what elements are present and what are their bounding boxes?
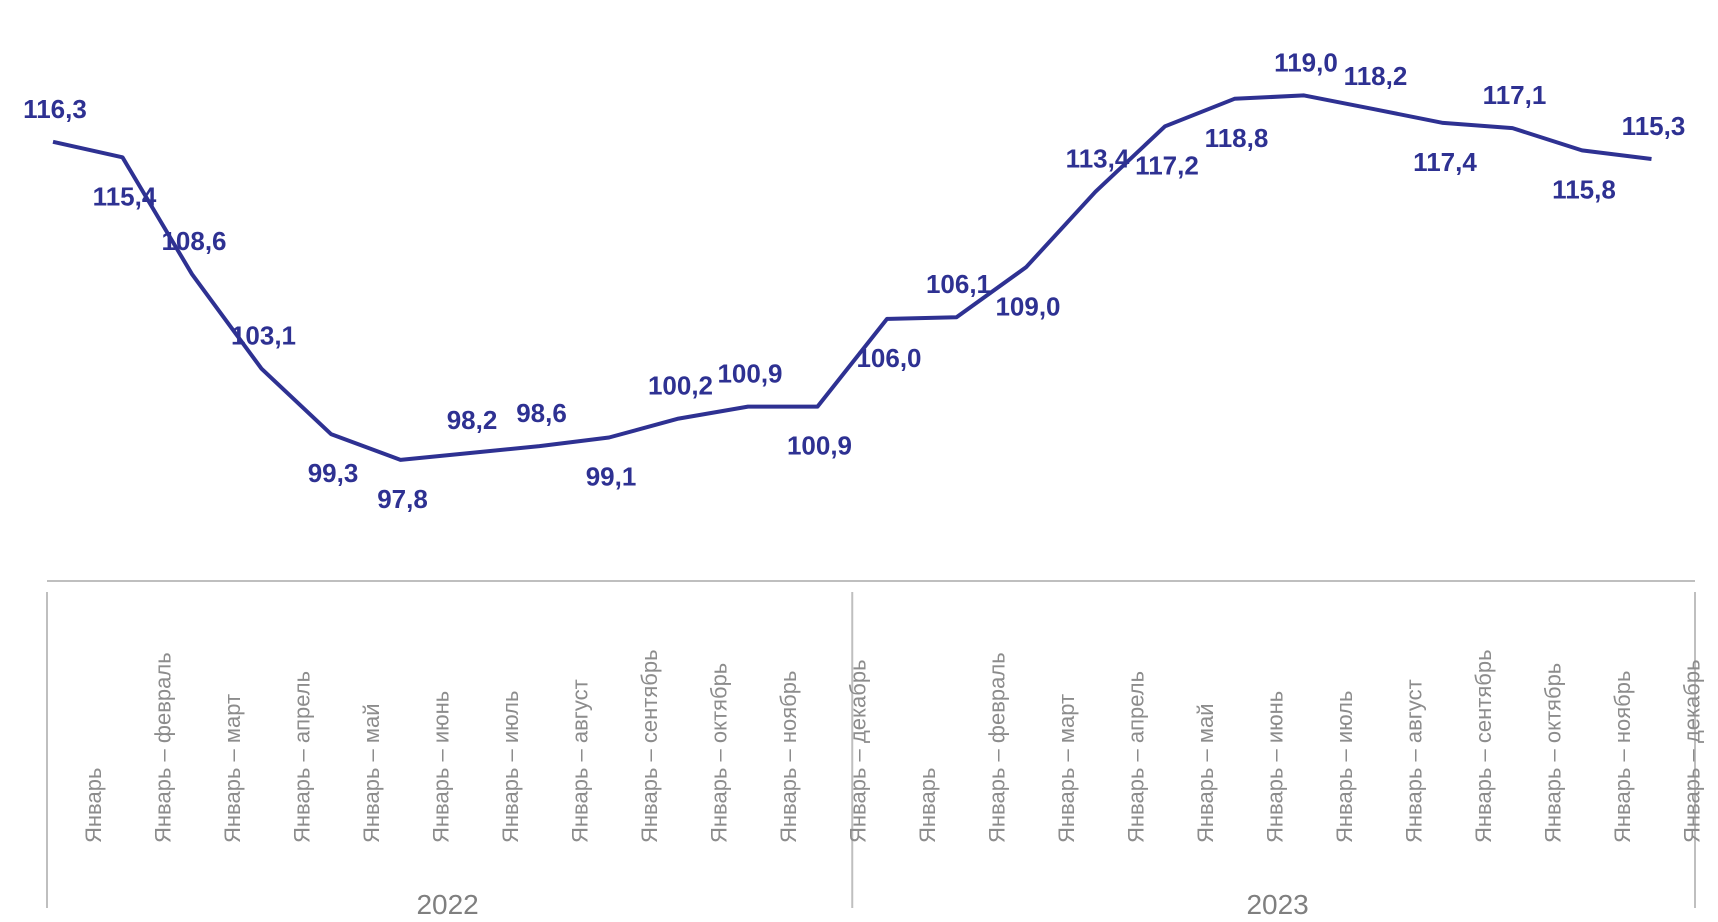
data-label: 99,1 — [586, 462, 637, 492]
data-label: 98,6 — [516, 398, 567, 428]
category-label: Январь – декабрь — [846, 659, 871, 843]
category-label: Январь – март — [1054, 694, 1079, 843]
data-label: 98,2 — [447, 405, 498, 435]
data-label: 108,6 — [161, 226, 226, 256]
year-labels: 2022 2023 — [416, 889, 1308, 920]
category-label: Январь – август — [1402, 679, 1427, 843]
category-label: Январь – февраль — [985, 652, 1010, 843]
data-label: 118,2 — [1344, 61, 1408, 91]
data-label: 117,1 — [1483, 80, 1547, 110]
data-label: 99,3 — [308, 458, 359, 488]
data-label: 103,1 — [231, 321, 296, 351]
category-label: Январь – июнь — [429, 691, 454, 843]
year-label: 2022 — [416, 889, 478, 920]
data-label: 118,8 — [1205, 123, 1269, 153]
category-labels: Январь Январь – февраль Январь – март Январ… — [81, 649, 1705, 843]
year-label: 2023 — [1246, 889, 1308, 920]
data-label: 116,3 — [23, 94, 87, 124]
data-label: 117,4 — [1413, 147, 1477, 177]
data-label: 115,3 — [1622, 111, 1686, 141]
category-label: Январь – сентябрь — [637, 649, 662, 843]
category-label: Январь – октябрь — [707, 663, 732, 843]
category-label: Январь – март — [220, 694, 245, 843]
category-label: Январь – ноябрь — [776, 671, 801, 843]
category-label: Январь – сентябрь — [1471, 649, 1496, 843]
data-label: 100,2 — [648, 371, 713, 401]
data-label: 115,4 — [93, 181, 157, 211]
category-label: Январь – апрель — [1124, 671, 1149, 843]
category-label: Январь — [915, 768, 940, 843]
data-label: 106,1 — [926, 269, 991, 299]
category-label: Январь – май — [359, 703, 384, 843]
category-label: Январь – июль — [1332, 691, 1357, 843]
category-label: Январь – август — [568, 679, 593, 843]
data-label: 106,0 — [856, 343, 921, 373]
category-label: Январь – февраль — [151, 652, 176, 843]
category-label: Январь – апрель — [290, 671, 315, 843]
category-label: Январь — [81, 768, 106, 843]
category-label: Январь – май — [1193, 703, 1218, 843]
data-label: 113,4 — [1066, 144, 1130, 174]
data-label: 119,0 — [1274, 47, 1338, 77]
data-label: 100,9 — [787, 431, 852, 461]
category-label: Январь – октябрь — [1541, 663, 1566, 843]
data-label: 115,8 — [1552, 174, 1616, 204]
category-label: Январь – июль — [498, 691, 523, 843]
series-line-group — [52, 93, 1652, 462]
category-label: Январь – ноябрь — [1610, 671, 1635, 843]
series-line — [52, 93, 1652, 462]
data-label: 97,8 — [377, 484, 428, 514]
category-label: Январь – июнь — [1263, 691, 1288, 843]
data-label: 100,9 — [717, 359, 782, 389]
data-label: 109,0 — [995, 291, 1060, 321]
category-label: Январь – декабрь — [1680, 659, 1705, 843]
data-label: 117,2 — [1135, 150, 1199, 180]
x-axis — [46, 580, 1696, 908]
